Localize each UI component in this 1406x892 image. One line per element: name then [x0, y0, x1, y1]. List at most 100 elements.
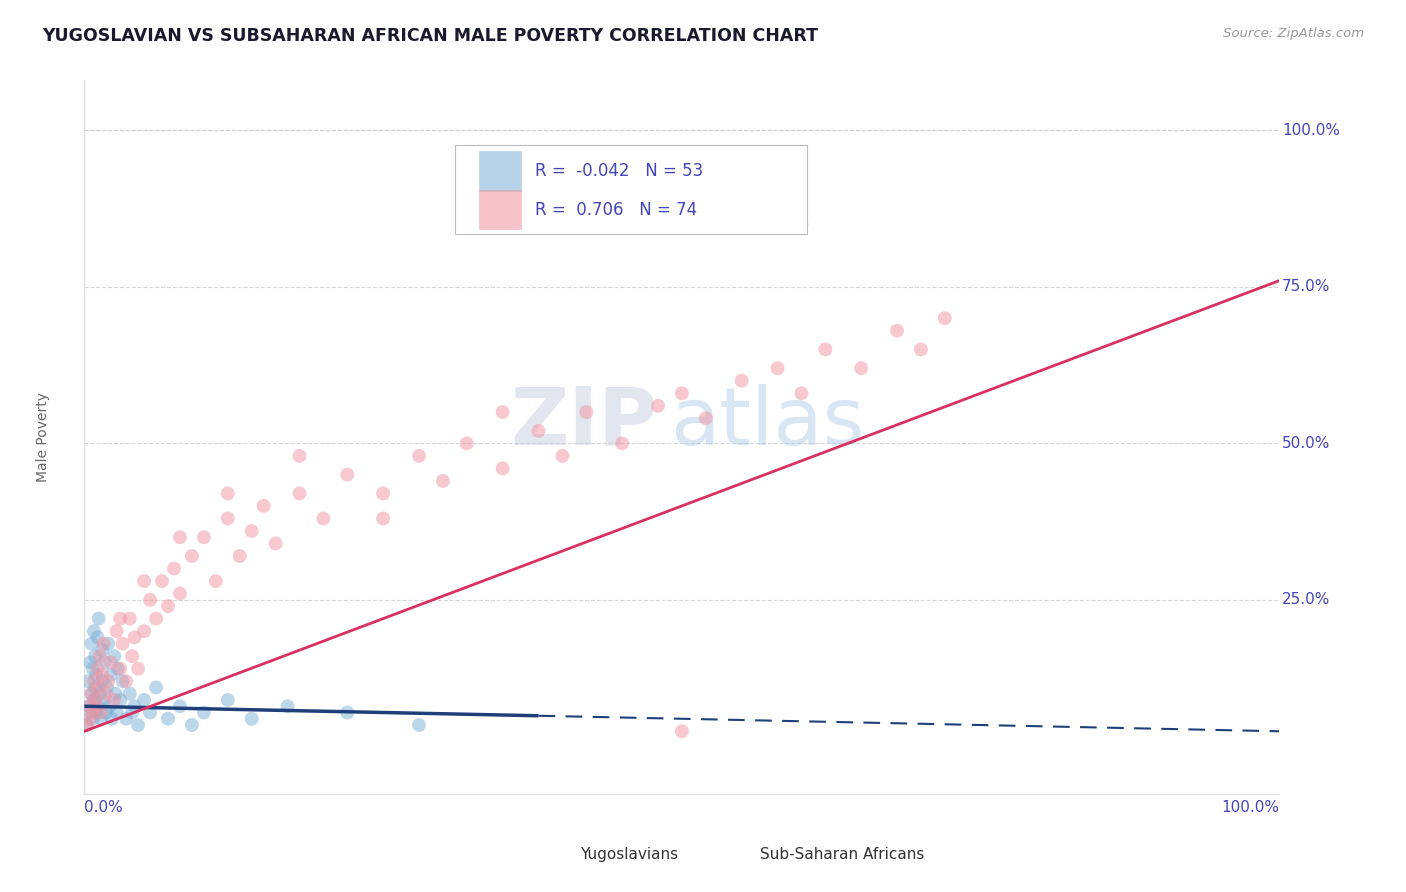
Point: [169, 699, 191, 714]
Point: [181, 718, 204, 732]
Point: [671, 386, 693, 401]
Point: [118, 612, 141, 626]
Point: [77, 674, 100, 689]
Text: R =  -0.042   N = 53: R = -0.042 N = 53: [534, 162, 703, 180]
Point: [790, 217, 813, 231]
Point: [288, 486, 311, 500]
Text: YUGOSLAVIAN VS SUBSAHARAN AFRICAN MALE POVERTY CORRELATION CHART: YUGOSLAVIAN VS SUBSAHARAN AFRICAN MALE P…: [42, 27, 818, 45]
Point: [91, 643, 114, 657]
Point: [336, 467, 359, 482]
Point: [145, 681, 167, 695]
Text: 25.0%: 25.0%: [1282, 592, 1330, 607]
Point: [121, 706, 143, 720]
Point: [612, 198, 634, 212]
Point: [110, 693, 132, 707]
FancyBboxPatch shape: [456, 145, 807, 234]
Point: [76, 718, 98, 732]
Point: [695, 411, 717, 425]
Point: [82, 662, 104, 676]
Point: [93, 693, 115, 707]
Point: [157, 599, 180, 613]
Point: [132, 624, 156, 639]
Point: [98, 699, 121, 714]
Point: [86, 706, 108, 720]
Point: [181, 549, 204, 563]
Point: [115, 712, 138, 726]
Point: [83, 693, 105, 707]
Point: [80, 687, 103, 701]
Point: [79, 706, 101, 720]
Text: 0.0%: 0.0%: [84, 800, 124, 815]
Point: [163, 561, 186, 575]
Point: [97, 637, 120, 651]
Point: [79, 712, 101, 726]
Text: 75.0%: 75.0%: [1282, 279, 1330, 294]
Point: [132, 574, 156, 588]
Point: [432, 474, 454, 488]
Point: [83, 624, 105, 639]
Point: [83, 674, 105, 689]
Point: [100, 656, 122, 670]
Point: [84, 681, 107, 695]
Point: [277, 699, 299, 714]
Point: [456, 436, 478, 450]
Point: [124, 699, 146, 714]
Point: [80, 637, 103, 651]
Point: [90, 712, 112, 726]
Point: [104, 687, 127, 701]
Text: atlas: atlas: [671, 384, 865, 462]
Point: [312, 511, 335, 525]
Point: [139, 706, 162, 720]
Point: [612, 436, 634, 450]
Point: [86, 699, 108, 714]
Text: Sub-Saharan Africans: Sub-Saharan Africans: [759, 847, 924, 862]
Point: [110, 612, 132, 626]
Point: [492, 461, 515, 475]
Point: [121, 649, 143, 664]
Point: [96, 681, 118, 695]
Point: [87, 699, 110, 714]
Point: [105, 624, 128, 639]
Point: [253, 499, 276, 513]
Point: [103, 649, 125, 664]
Point: [86, 668, 108, 682]
Point: [217, 486, 239, 500]
Point: [373, 486, 395, 500]
Point: [851, 361, 873, 376]
Point: [93, 656, 115, 670]
Point: [110, 662, 132, 676]
Point: [87, 681, 110, 695]
Point: [217, 693, 239, 707]
Point: [79, 656, 101, 670]
Text: Yugoslavians: Yugoslavians: [581, 847, 679, 862]
Text: 50.0%: 50.0%: [1282, 436, 1330, 450]
Text: Source: ZipAtlas.com: Source: ZipAtlas.com: [1223, 27, 1364, 40]
Point: [80, 687, 103, 701]
Point: [127, 718, 149, 732]
Point: [240, 524, 263, 538]
Point: [103, 693, 125, 707]
Point: [492, 405, 515, 419]
FancyBboxPatch shape: [718, 839, 748, 870]
Point: [910, 343, 932, 357]
Point: [118, 687, 141, 701]
Point: [139, 592, 162, 607]
FancyBboxPatch shape: [538, 839, 568, 870]
Text: R =  0.706   N = 74: R = 0.706 N = 74: [534, 201, 697, 219]
Point: [77, 699, 100, 714]
Point: [814, 343, 837, 357]
Point: [84, 649, 107, 664]
Point: [111, 637, 134, 651]
Point: [94, 706, 117, 720]
Point: [84, 693, 107, 707]
Point: [551, 449, 574, 463]
Text: 100.0%: 100.0%: [1222, 800, 1279, 815]
Point: [94, 687, 117, 701]
Point: [790, 386, 813, 401]
Point: [86, 662, 108, 676]
Point: [100, 668, 122, 682]
Point: [101, 712, 124, 726]
Point: [132, 693, 156, 707]
Point: [336, 706, 359, 720]
Point: [169, 530, 191, 544]
